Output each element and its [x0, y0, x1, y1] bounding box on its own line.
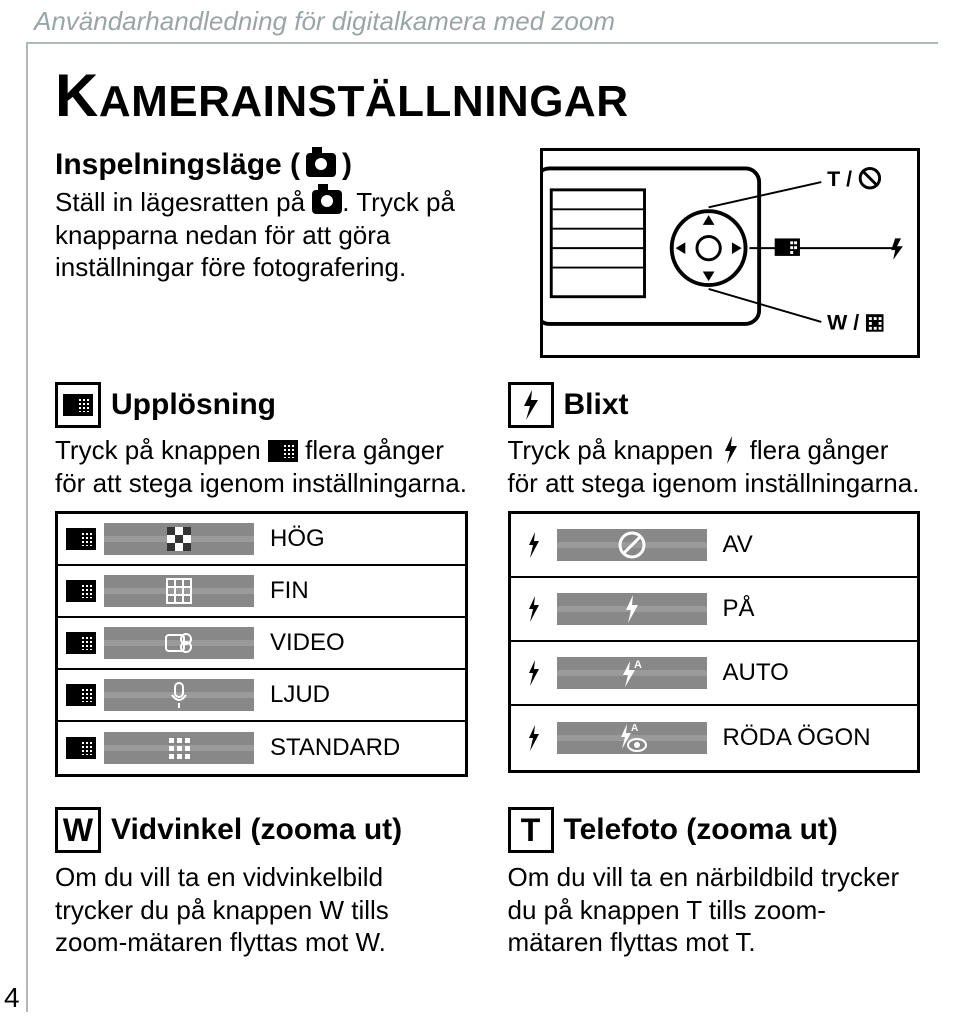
- arrow-icon: [66, 737, 96, 759]
- t-icon: T: [508, 807, 554, 853]
- arrow-icon: [66, 684, 96, 706]
- table-row: STANDARD: [58, 722, 465, 774]
- table-row: FIN: [58, 566, 465, 618]
- t-label: T /: [827, 167, 852, 191]
- row-label: LJUD: [266, 681, 330, 709]
- row-label: FIN: [266, 577, 309, 605]
- table-row: PÅ: [511, 578, 918, 642]
- flash-section: Blixt Tryck på knappen flera gånger för …: [508, 382, 921, 777]
- subhead-post: ): [342, 148, 352, 182]
- tele-body: Om du vill ta en närbildbild trycker du …: [508, 861, 921, 959]
- bar-glyph: [104, 732, 254, 764]
- bar-glyph: A: [557, 657, 707, 689]
- bar-glyph: [557, 529, 707, 561]
- table-row: LJUD: [58, 670, 465, 722]
- page-number: 4: [4, 982, 20, 1014]
- tele-title: Telefoto (zooma ut): [564, 813, 838, 847]
- resolution-icon: [55, 382, 101, 428]
- flash-title: Blixt: [564, 388, 629, 422]
- row-label: HÖG: [266, 525, 325, 553]
- bar-glyph: A: [557, 722, 707, 754]
- row-label: RÖDA ÖGON: [719, 724, 871, 752]
- resolution-desc: Tryck på knappen flera gånger för att st…: [55, 434, 468, 499]
- title-cap: K: [55, 62, 99, 129]
- wide-section: W Vidvinkel (zooma ut) Om du vill ta en …: [55, 807, 468, 959]
- flash-icon: [508, 382, 554, 428]
- page-title: KAMERAINSTÄLLNINGAR: [55, 61, 920, 130]
- intro-text: Ställ in lägesratten på . Tryck på knapp…: [55, 186, 510, 284]
- svg-text:A: A: [631, 723, 638, 734]
- row-label: AUTO: [719, 659, 789, 687]
- doc-header: Användarhandledning för digitalkamera me…: [10, 0, 930, 41]
- flash-table: AV PÅ A AUTO: [508, 511, 921, 773]
- arrow-icon: [66, 580, 96, 602]
- table-row: A AUTO: [511, 642, 918, 706]
- arrow-icon: [66, 632, 96, 654]
- table-row: A RÖDA ÖGON: [511, 706, 918, 770]
- flash-desc: Tryck på knappen flera gånger för att st…: [508, 434, 921, 499]
- bar-glyph: [104, 575, 254, 607]
- wide-body: Om du vill ta en vidvinkelbild trycker d…: [55, 861, 468, 959]
- flash-button-icon: [720, 435, 742, 465]
- row-label: PÅ: [719, 595, 755, 623]
- camera-icon: [306, 153, 336, 177]
- title-rest: AMERAINSTÄLLNINGAR: [99, 77, 629, 126]
- camera-icon: [312, 190, 342, 214]
- resolution-title: Upplösning: [111, 388, 276, 422]
- recording-mode-heading: Inspelningsläge ( ): [55, 148, 510, 182]
- svg-text:A: A: [634, 659, 642, 671]
- arrow-icon: [66, 528, 96, 550]
- page-content: KAMERAINSTÄLLNINGAR Inspelningsläge ( ) …: [10, 41, 930, 959]
- wide-title: Vidvinkel (zooma ut): [111, 813, 402, 847]
- tele-section: T Telefoto (zooma ut) Om du vill ta en n…: [508, 807, 921, 959]
- subhead-pre: Inspelningsläge (: [55, 148, 300, 182]
- bar-glyph: [104, 627, 254, 659]
- bar-glyph: [104, 679, 254, 711]
- table-row: VIDEO: [58, 618, 465, 670]
- w-label: W /: [827, 311, 859, 335]
- row-label: VIDEO: [266, 629, 345, 657]
- w-icon: W: [55, 807, 101, 853]
- resolution-table: HÖG FIN VIDEO: [55, 511, 468, 777]
- resolution-section: Upplösning Tryck på knappen flera gånger…: [55, 382, 468, 777]
- resolution-button-icon: [268, 440, 298, 462]
- table-row: HÖG: [58, 514, 465, 566]
- camera-diagram: T / W /: [540, 148, 920, 358]
- bar-glyph: [104, 523, 254, 555]
- bar-glyph: [557, 593, 707, 625]
- row-label: AV: [719, 531, 753, 559]
- intro-line1: Ställ in lägesratten på: [55, 187, 312, 217]
- row-label: STANDARD: [266, 734, 400, 762]
- table-row: AV: [511, 514, 918, 578]
